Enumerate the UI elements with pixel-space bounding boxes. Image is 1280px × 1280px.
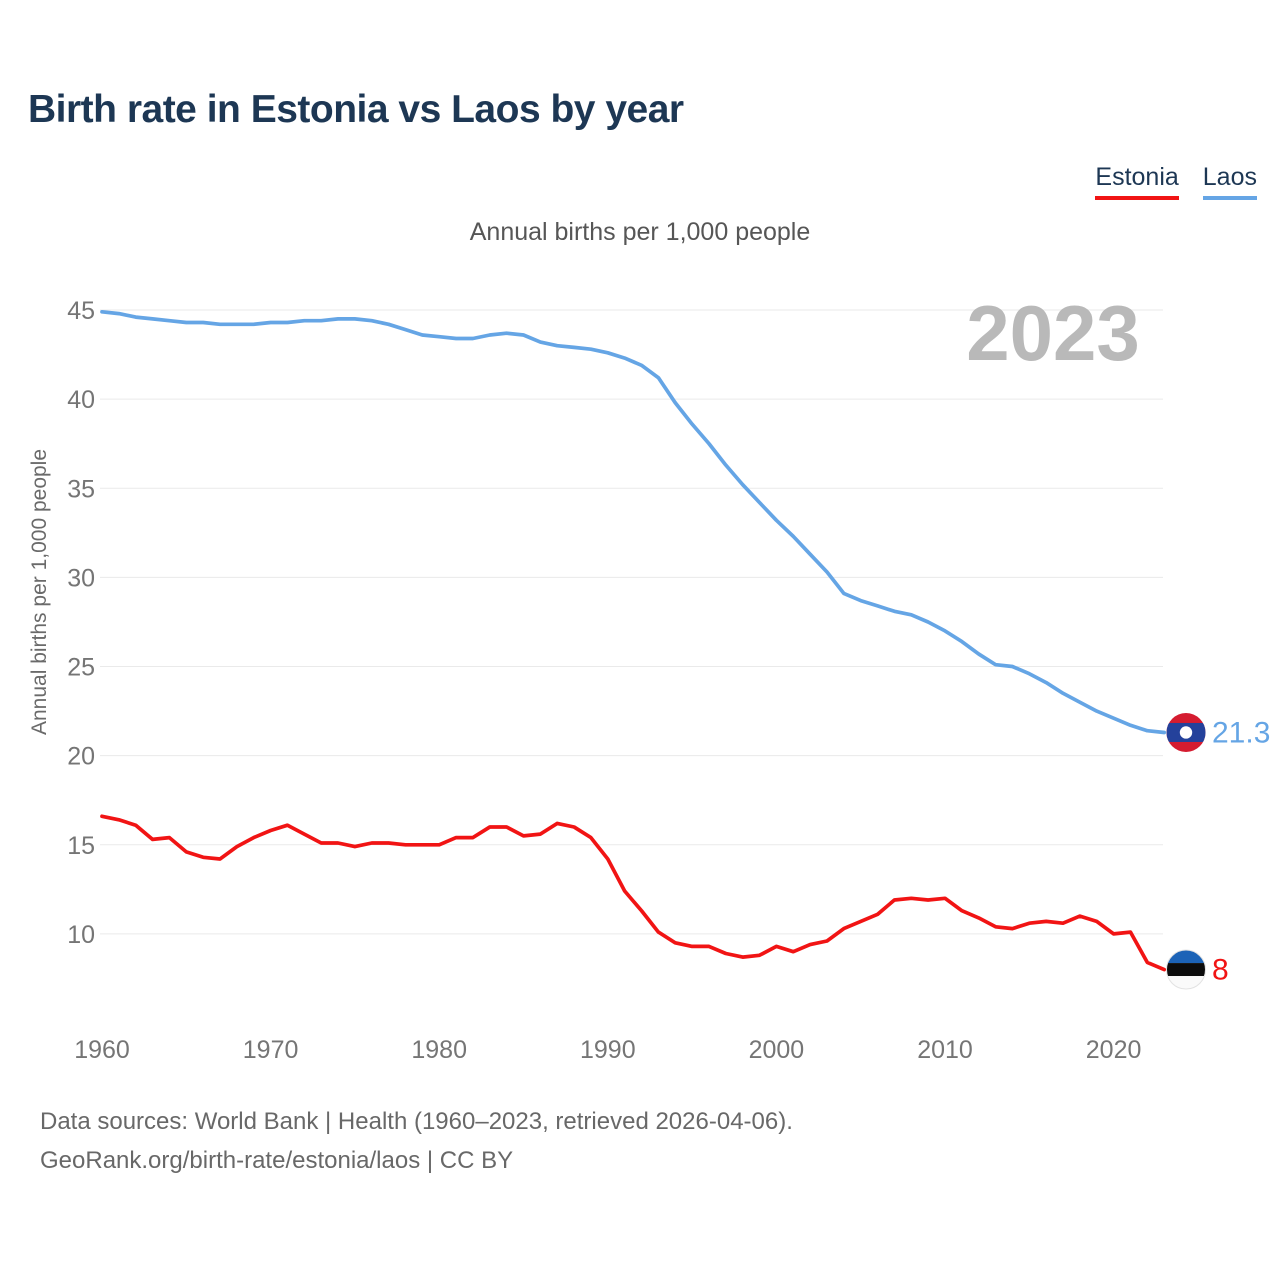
estonia-flag-rim: [1166, 949, 1206, 990]
chart-subtitle: Annual births per 1,000 people: [469, 218, 811, 246]
series-line-estonia: [100, 814, 1167, 972]
footer-data-sources: Data sources: World Bank | Health (1960–…: [40, 1108, 793, 1135]
x-tick-label: 1960: [74, 1036, 130, 1064]
footer: Data sources: World Bank | Health (1960–…: [40, 1102, 793, 1180]
estonia-flag-band-black: [1166, 963, 1206, 977]
x-tick-label: 1970: [243, 1036, 299, 1064]
y-axis-title: Annual births per 1,000 people: [28, 449, 51, 735]
y-tick-label: 20: [67, 743, 95, 771]
page-title: Birth rate in Estonia vs Laos by year: [28, 88, 684, 131]
x-tick-label: 1990: [580, 1036, 636, 1064]
estonia-flag-icon: [1166, 950, 1206, 964]
y-tick-label: 25: [67, 654, 95, 682]
y-tick-label: 45: [67, 297, 95, 325]
watermark-year: 2023: [966, 289, 1140, 377]
x-tick-label: 2000: [749, 1036, 805, 1064]
y-tick-label: 15: [67, 832, 95, 860]
footer-attribution: GeoRank.org/birth-rate/estonia/laos | CC…: [40, 1147, 514, 1174]
x-tick-label: 1980: [411, 1036, 467, 1064]
legend: Estonia Laos: [1095, 163, 1257, 200]
end-value-label-laos: 21.3: [1212, 716, 1270, 749]
y-tick-label: 35: [67, 475, 95, 503]
legend-item-laos[interactable]: Laos: [1202, 163, 1257, 200]
y-tick-label: 30: [67, 564, 95, 592]
y-tick-label: 40: [67, 386, 95, 414]
estonia-flag-band-white: [1166, 976, 1206, 990]
series-line-laos: [100, 309, 1167, 735]
x-tick-label: 2010: [917, 1036, 973, 1064]
x-tick-label: 2020: [1086, 1036, 1142, 1064]
laos-flag-disc: [1179, 726, 1193, 739]
legend-item-estonia[interactable]: Estonia: [1095, 163, 1179, 200]
end-value-label-estonia: 8: [1212, 954, 1229, 987]
y-tick-label: 10: [67, 921, 95, 949]
